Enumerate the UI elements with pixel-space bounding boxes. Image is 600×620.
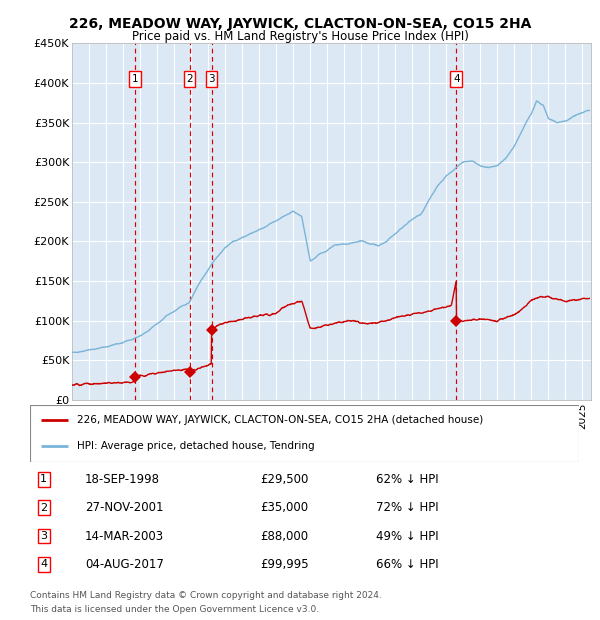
Text: 226, MEADOW WAY, JAYWICK, CLACTON-ON-SEA, CO15 2HA (detached house): 226, MEADOW WAY, JAYWICK, CLACTON-ON-SEA…: [77, 415, 483, 425]
Text: Contains HM Land Registry data © Crown copyright and database right 2024.: Contains HM Land Registry data © Crown c…: [30, 591, 382, 600]
Text: 1: 1: [40, 474, 47, 484]
Text: 226, MEADOW WAY, JAYWICK, CLACTON-ON-SEA, CO15 2HA: 226, MEADOW WAY, JAYWICK, CLACTON-ON-SEA…: [69, 17, 531, 32]
Text: 72% ↓ HPI: 72% ↓ HPI: [376, 501, 439, 514]
Text: This data is licensed under the Open Government Licence v3.0.: This data is licensed under the Open Gov…: [30, 604, 319, 614]
Text: 3: 3: [40, 531, 47, 541]
Text: 4: 4: [40, 559, 47, 569]
Text: Price paid vs. HM Land Registry's House Price Index (HPI): Price paid vs. HM Land Registry's House …: [131, 30, 469, 43]
Text: 66% ↓ HPI: 66% ↓ HPI: [376, 558, 439, 571]
Text: 62% ↓ HPI: 62% ↓ HPI: [376, 472, 439, 485]
Text: 2: 2: [40, 503, 47, 513]
Text: 04-AUG-2017: 04-AUG-2017: [85, 558, 164, 571]
Text: £99,995: £99,995: [260, 558, 309, 571]
Text: 14-MAR-2003: 14-MAR-2003: [85, 529, 164, 542]
Text: 18-SEP-1998: 18-SEP-1998: [85, 472, 160, 485]
Text: 2: 2: [186, 74, 193, 84]
Text: 3: 3: [208, 74, 215, 84]
Text: 27-NOV-2001: 27-NOV-2001: [85, 501, 163, 514]
Text: HPI: Average price, detached house, Tendring: HPI: Average price, detached house, Tend…: [77, 441, 314, 451]
Text: £29,500: £29,500: [260, 472, 309, 485]
Text: £88,000: £88,000: [260, 529, 309, 542]
Text: 4: 4: [453, 74, 460, 84]
Text: £35,000: £35,000: [260, 501, 309, 514]
Text: 1: 1: [132, 74, 139, 84]
Text: 49% ↓ HPI: 49% ↓ HPI: [376, 529, 439, 542]
